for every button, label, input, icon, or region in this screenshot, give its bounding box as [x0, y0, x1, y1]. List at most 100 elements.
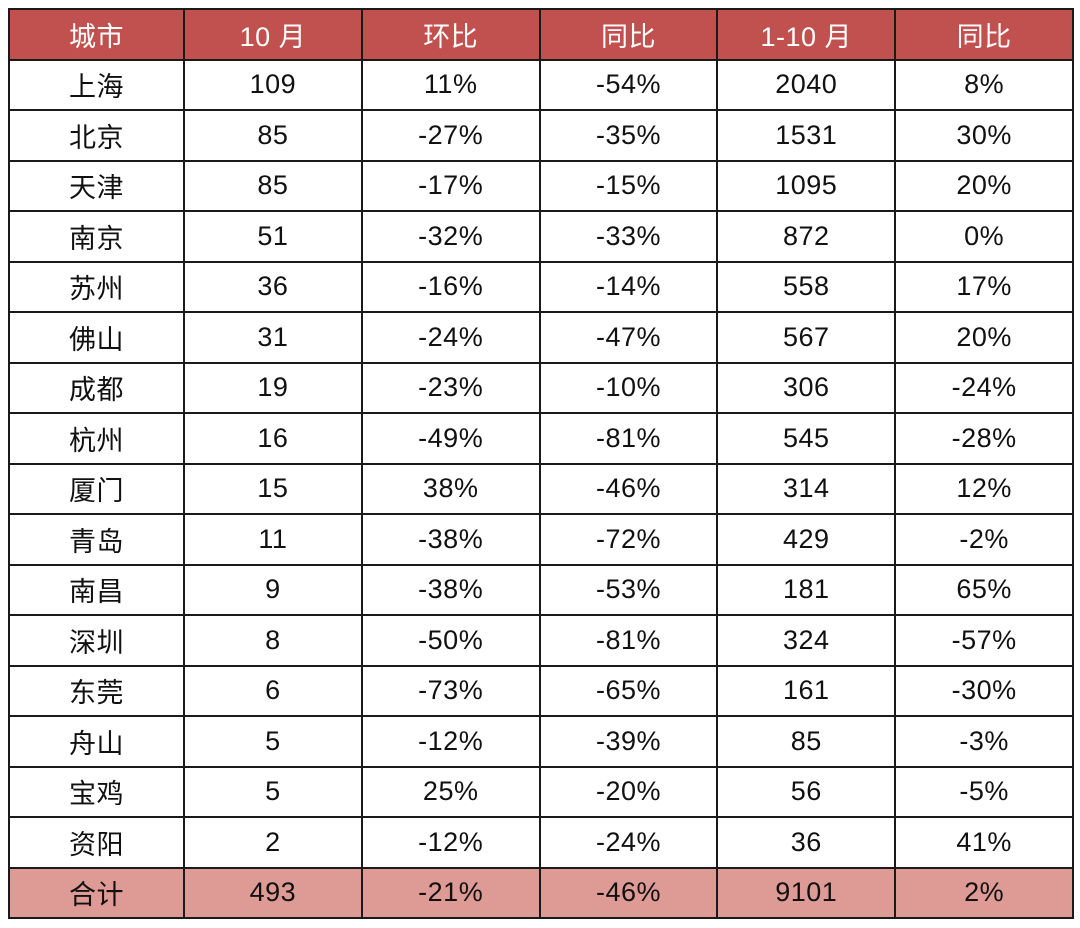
value-cell: 15 [183, 462, 363, 515]
city-name-cell: 东莞 [8, 664, 185, 717]
value-cell: 2 [183, 816, 363, 869]
value-cell: 20% [894, 311, 1074, 364]
value-cell: 1095 [716, 159, 897, 212]
table-row: 深圳 8 -50% -81% 324 -57% [8, 614, 1074, 667]
value-cell: -12% [360, 816, 541, 869]
table-row: 天津 85 -17% -15% 1095 20% [8, 159, 1074, 212]
table-row: 杭州 16 -49% -81% 545 -28% [8, 412, 1074, 465]
value-cell: -54% [538, 58, 719, 111]
value-cell: 19 [183, 361, 363, 414]
value-cell: 65% [894, 563, 1074, 616]
value-cell: -24% [538, 816, 719, 869]
value-cell: -65% [538, 664, 719, 717]
value-cell: -15% [538, 159, 719, 212]
value-cell: 306 [716, 361, 897, 414]
value-cell: 11% [360, 58, 541, 111]
table-row: 成都 19 -23% -10% 306 -24% [8, 361, 1074, 414]
value-cell: -28% [894, 412, 1074, 465]
value-cell: -5% [894, 765, 1074, 818]
value-cell: -24% [360, 311, 541, 364]
value-cell: -72% [538, 513, 719, 566]
city-name-cell: 南昌 [8, 563, 185, 616]
city-name-cell: 宝鸡 [8, 765, 185, 818]
value-cell: 85 [183, 159, 363, 212]
value-cell: -2% [894, 513, 1074, 566]
value-cell: -3% [894, 715, 1074, 768]
value-cell: 8% [894, 58, 1074, 111]
value-cell: -30% [894, 664, 1074, 717]
table-row: 青岛 11 -38% -72% 429 -2% [8, 513, 1074, 566]
column-header: 同比 [894, 8, 1074, 61]
value-cell: -35% [538, 109, 719, 162]
value-cell: -14% [538, 260, 719, 313]
value-cell: 30% [894, 109, 1074, 162]
table-row: 上海 109 11% -54% 2040 8% [8, 58, 1074, 111]
value-cell: 17% [894, 260, 1074, 313]
table-row: 东莞 6 -73% -65% 161 -30% [8, 664, 1074, 717]
value-cell: 51 [183, 210, 363, 263]
value-cell: -17% [360, 159, 541, 212]
total-value-cell: 9101 [716, 866, 897, 919]
value-cell: 56 [716, 765, 897, 818]
total-value-cell: 2% [894, 866, 1074, 919]
table-row: 宝鸡 5 25% -20% 56 -5% [8, 765, 1074, 818]
table-row: 厦门 15 38% -46% 314 12% [8, 462, 1074, 515]
value-cell: 0% [894, 210, 1074, 263]
value-cell: -38% [360, 563, 541, 616]
city-name-cell: 厦门 [8, 462, 185, 515]
value-cell: 11 [183, 513, 363, 566]
table-row: 苏州 36 -16% -14% 558 17% [8, 260, 1074, 313]
value-cell: 16 [183, 412, 363, 465]
value-cell: 85 [183, 109, 363, 162]
value-cell: 109 [183, 58, 363, 111]
value-cell: -12% [360, 715, 541, 768]
value-cell: 36 [183, 260, 363, 313]
value-cell: 85 [716, 715, 897, 768]
value-cell: -38% [360, 513, 541, 566]
value-cell: 38% [360, 462, 541, 515]
value-cell: -81% [538, 412, 719, 465]
table-row: 北京 85 -27% -35% 1531 30% [8, 109, 1074, 162]
value-cell: -16% [360, 260, 541, 313]
value-cell: -47% [538, 311, 719, 364]
value-cell: 41% [894, 816, 1074, 869]
value-cell: 31 [183, 311, 363, 364]
city-name-cell: 苏州 [8, 260, 185, 313]
value-cell: -39% [538, 715, 719, 768]
value-cell: -46% [538, 462, 719, 515]
column-header: 城市 [8, 8, 185, 61]
value-cell: 872 [716, 210, 897, 263]
value-cell: 25% [360, 765, 541, 818]
city-name-cell: 佛山 [8, 311, 185, 364]
city-name-cell: 天津 [8, 159, 185, 212]
value-cell: 181 [716, 563, 897, 616]
value-cell: 8 [183, 614, 363, 667]
value-cell: -10% [538, 361, 719, 414]
value-cell: -33% [538, 210, 719, 263]
city-stats-table: 城市 10 月环比 同比 1-10 月同比 上海 109 11% -54% 2040 8% 北京 8… [8, 8, 1074, 919]
city-name-cell: 青岛 [8, 513, 185, 566]
value-cell: 567 [716, 311, 897, 364]
table-row: 资阳 2 -12% -24% 36 41% [8, 816, 1074, 869]
column-header: 10 月 [183, 8, 363, 61]
city-name-cell: 北京 [8, 109, 185, 162]
city-name-cell: 成都 [8, 361, 185, 414]
value-cell: -20% [538, 765, 719, 818]
value-cell: 324 [716, 614, 897, 667]
value-cell: -27% [360, 109, 541, 162]
column-header: 1-10 月 [716, 8, 897, 61]
value-cell: -23% [360, 361, 541, 414]
value-cell: 9 [183, 563, 363, 616]
value-cell: 12% [894, 462, 1074, 515]
value-cell: -32% [360, 210, 541, 263]
table-row: 佛山 31 -24% -47% 567 20% [8, 311, 1074, 364]
value-cell: 1531 [716, 109, 897, 162]
value-cell: -57% [894, 614, 1074, 667]
value-cell: 5 [183, 765, 363, 818]
value-cell: -53% [538, 563, 719, 616]
value-cell: -50% [360, 614, 541, 667]
city-name-cell: 南京 [8, 210, 185, 263]
total-value-cell: -46% [538, 866, 719, 919]
value-cell: 558 [716, 260, 897, 313]
city-name-cell: 舟山 [8, 715, 185, 768]
